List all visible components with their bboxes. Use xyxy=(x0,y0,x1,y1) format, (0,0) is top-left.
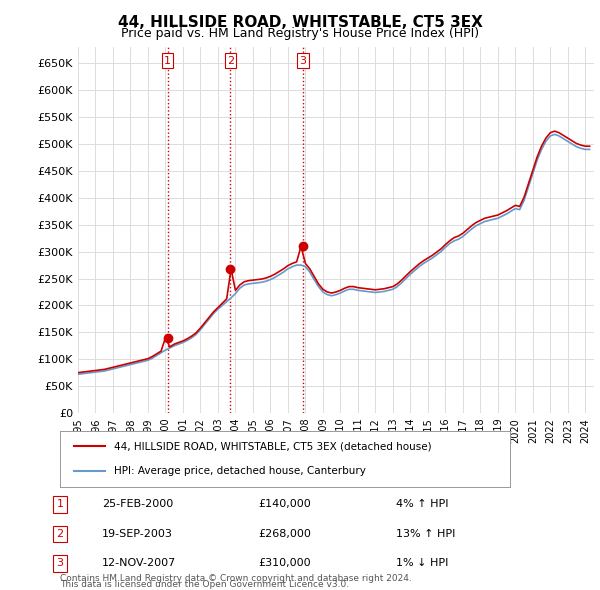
Text: 25-FEB-2000: 25-FEB-2000 xyxy=(102,500,173,509)
Text: 1: 1 xyxy=(56,500,64,509)
Text: 3: 3 xyxy=(299,55,307,65)
Text: HPI: Average price, detached house, Canterbury: HPI: Average price, detached house, Cant… xyxy=(114,466,366,476)
Text: 1: 1 xyxy=(164,55,171,65)
Text: 2: 2 xyxy=(56,529,64,539)
Text: 44, HILLSIDE ROAD, WHITSTABLE, CT5 3EX: 44, HILLSIDE ROAD, WHITSTABLE, CT5 3EX xyxy=(118,15,482,30)
Text: This data is licensed under the Open Government Licence v3.0.: This data is licensed under the Open Gov… xyxy=(60,581,349,589)
Text: Price paid vs. HM Land Registry's House Price Index (HPI): Price paid vs. HM Land Registry's House … xyxy=(121,27,479,40)
Text: £268,000: £268,000 xyxy=(258,529,311,539)
Text: 13% ↑ HPI: 13% ↑ HPI xyxy=(396,529,455,539)
Text: Contains HM Land Registry data © Crown copyright and database right 2024.: Contains HM Land Registry data © Crown c… xyxy=(60,574,412,583)
Text: 1% ↓ HPI: 1% ↓ HPI xyxy=(396,559,448,568)
Text: £140,000: £140,000 xyxy=(258,500,311,509)
Text: 4% ↑ HPI: 4% ↑ HPI xyxy=(396,500,449,509)
Text: 19-SEP-2003: 19-SEP-2003 xyxy=(102,529,173,539)
Text: 44, HILLSIDE ROAD, WHITSTABLE, CT5 3EX (detached house): 44, HILLSIDE ROAD, WHITSTABLE, CT5 3EX (… xyxy=(114,441,431,451)
Text: 3: 3 xyxy=(56,559,64,568)
Text: 2: 2 xyxy=(227,55,234,65)
Text: £310,000: £310,000 xyxy=(258,559,311,568)
Text: 12-NOV-2007: 12-NOV-2007 xyxy=(102,559,176,568)
